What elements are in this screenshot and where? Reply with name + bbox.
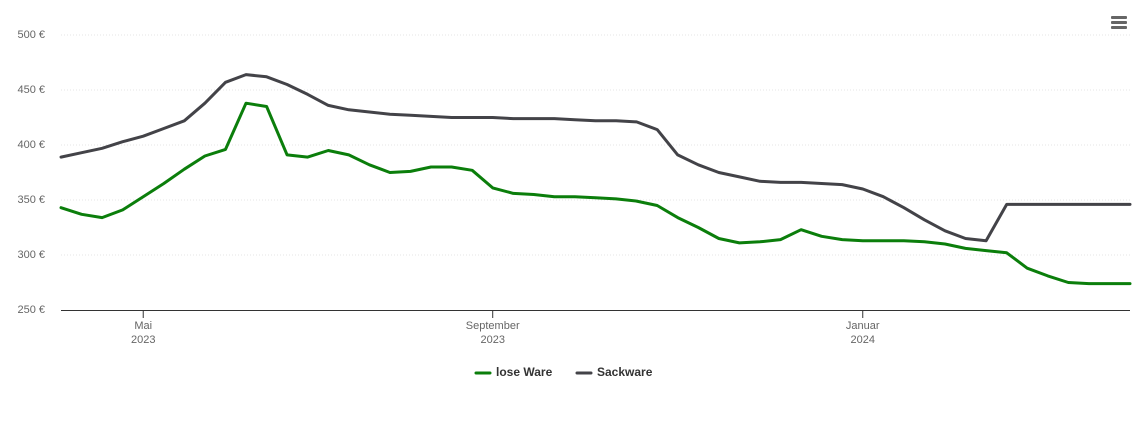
legend-label: Sackware	[597, 365, 653, 379]
legend-item[interactable]: lose Ware	[474, 365, 553, 379]
menu-icon-bar	[1111, 21, 1127, 24]
legend-label: lose Ware	[496, 365, 553, 379]
menu-icon-bar	[1111, 16, 1127, 19]
y-tick-label: 500 €	[17, 29, 45, 41]
y-tick-label: 400 €	[17, 139, 45, 151]
series-line	[59, 101, 1132, 286]
legend: lose Ware Sackware	[474, 365, 653, 379]
menu-icon-bar	[1111, 26, 1127, 29]
series-line	[59, 73, 1132, 243]
y-tick-label: 300 €	[17, 249, 45, 261]
x-tick-label: Januar 2024	[846, 320, 880, 346]
y-tick-label: 250 €	[17, 304, 45, 316]
menu-button[interactable]	[1111, 16, 1127, 29]
x-tick-label: September 2023	[466, 320, 520, 346]
legend-item[interactable]: Sackware	[575, 365, 653, 379]
x-tick-label: Mai 2023	[131, 320, 155, 346]
y-tick-label: 350 €	[17, 194, 45, 206]
y-tick-label: 450 €	[17, 84, 45, 96]
